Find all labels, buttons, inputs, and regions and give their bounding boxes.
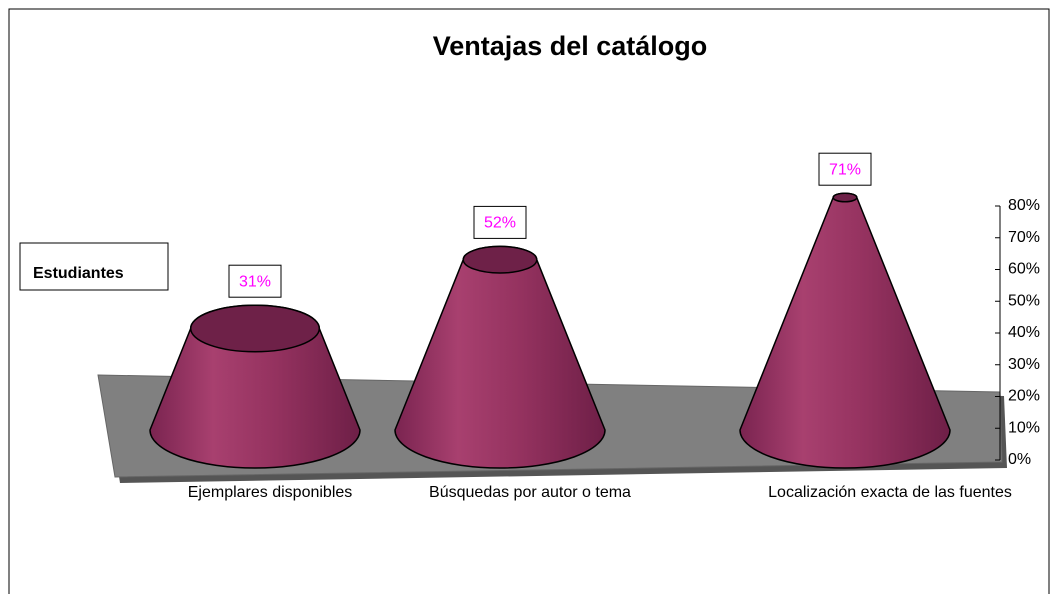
value-label-box (228, 264, 282, 298)
y-tick-label: 0% (1008, 451, 1031, 468)
y-tick-label: 60% (1008, 261, 1040, 278)
y-tick-label: 10% (1008, 419, 1040, 436)
cone-top (189, 304, 321, 353)
x-tick-label: Ejemplares disponibles (187, 484, 353, 501)
y-tick-label: 40% (1008, 324, 1040, 341)
value-label: 31% (239, 273, 271, 290)
cone (394, 245, 606, 469)
y-tick-label: 20% (1008, 388, 1040, 405)
y-tick-label: 70% (1008, 229, 1040, 246)
y-tick-label: 50% (1008, 292, 1040, 309)
value-label-box (818, 152, 872, 186)
legend-label: Estudiantes (33, 265, 124, 282)
value-label: 52% (484, 215, 516, 232)
value-label-box (473, 205, 527, 239)
value-label: 71% (829, 161, 861, 178)
x-tick-label: Búsquedas por autor o tema (429, 484, 631, 501)
y-tick-label: 80% (1008, 197, 1040, 214)
y-tick-label: 30% (1008, 356, 1040, 373)
chart-frame (8, 8, 1050, 594)
legend (19, 242, 169, 291)
cone (739, 192, 951, 469)
x-tick-label: Localización exacta de las fuentes (768, 484, 1012, 501)
chart-title: Ventajas del catálogo (433, 31, 708, 61)
cone-top (832, 192, 858, 203)
cone-top (462, 245, 538, 274)
